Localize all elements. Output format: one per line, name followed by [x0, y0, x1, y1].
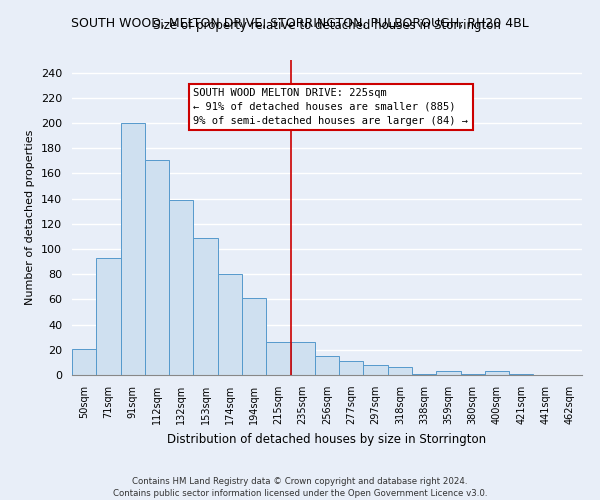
Bar: [509, 374, 533, 375]
Bar: [145, 160, 169, 375]
Bar: [242, 298, 266, 375]
Bar: [72, 348, 96, 375]
Bar: [412, 374, 436, 375]
Bar: [193, 238, 218, 375]
Text: SOUTH WOOD, MELTON DRIVE, STORRINGTON, PULBOROUGH, RH20 4BL: SOUTH WOOD, MELTON DRIVE, STORRINGTON, P…: [71, 18, 529, 30]
X-axis label: Distribution of detached houses by size in Storrington: Distribution of detached houses by size …: [167, 432, 487, 446]
Bar: [485, 371, 509, 375]
Bar: [364, 365, 388, 375]
Bar: [218, 274, 242, 375]
Y-axis label: Number of detached properties: Number of detached properties: [25, 130, 35, 305]
Bar: [339, 361, 364, 375]
Bar: [96, 258, 121, 375]
Text: SOUTH WOOD MELTON DRIVE: 225sqm
← 91% of detached houses are smaller (885)
9% of: SOUTH WOOD MELTON DRIVE: 225sqm ← 91% of…: [193, 88, 469, 126]
Bar: [315, 356, 339, 375]
Bar: [266, 342, 290, 375]
Title: Size of property relative to detached houses in Storrington: Size of property relative to detached ho…: [153, 20, 501, 32]
Bar: [388, 368, 412, 375]
Bar: [461, 374, 485, 375]
Bar: [436, 371, 461, 375]
Bar: [121, 123, 145, 375]
Text: Contains HM Land Registry data © Crown copyright and database right 2024.
Contai: Contains HM Land Registry data © Crown c…: [113, 476, 487, 498]
Bar: [169, 200, 193, 375]
Bar: [290, 342, 315, 375]
